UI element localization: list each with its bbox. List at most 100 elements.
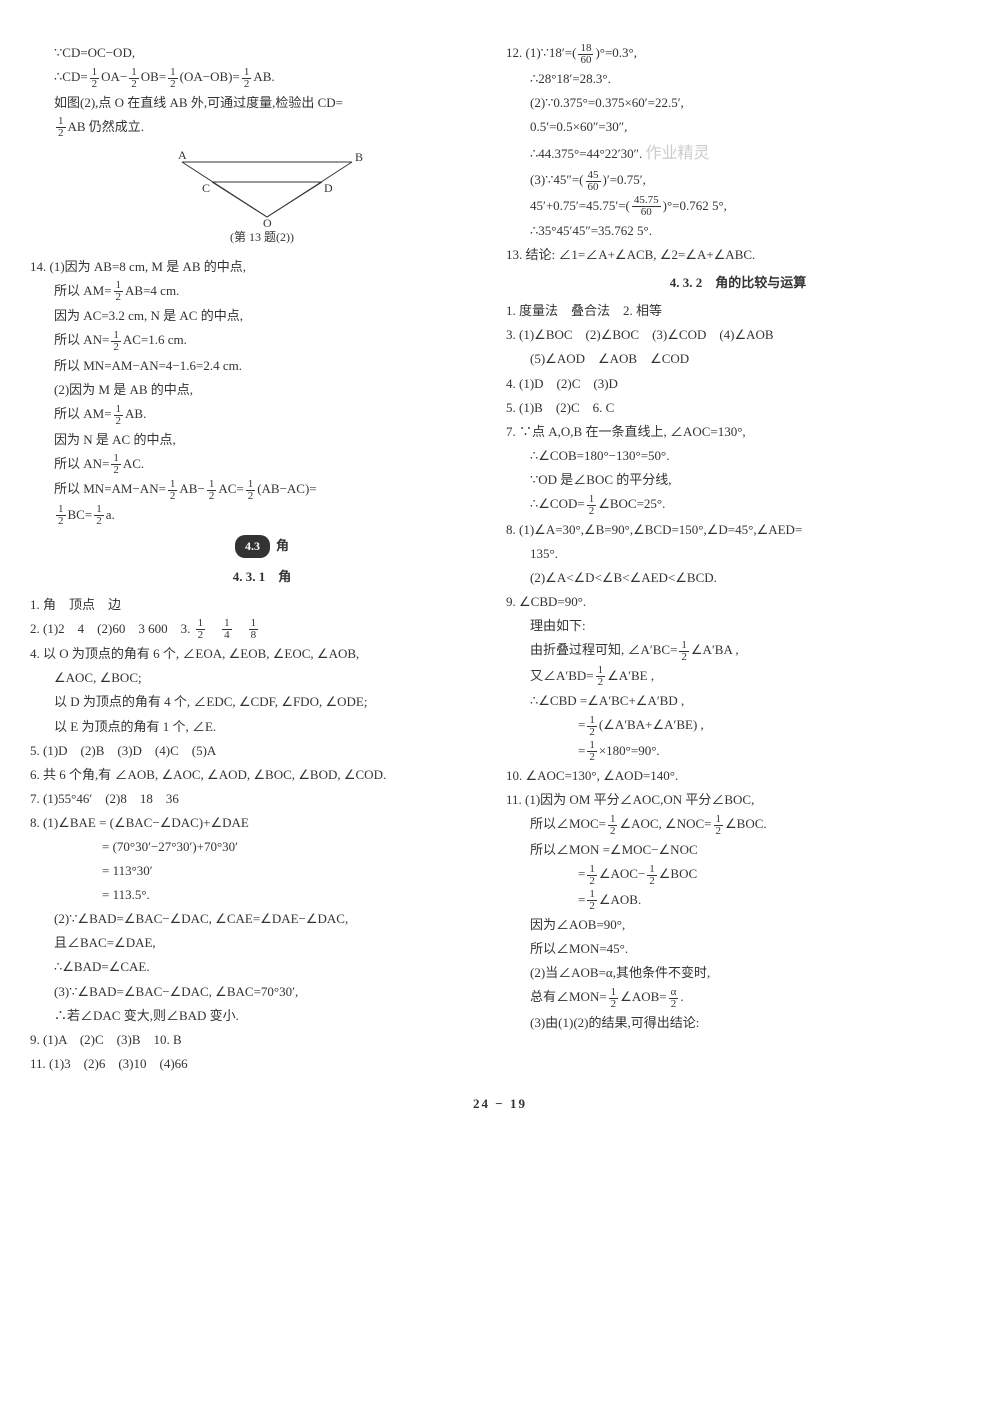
text: 11. (1)3 (2)6 (3)10 (4)66 [30, 1053, 494, 1075]
text: 如图(2),点 O 在直线 AB 外,可通过度量,检验出 CD= [30, 92, 494, 114]
text: (2)∠A<∠D<∠B<∠AED<∠BCD. [506, 567, 970, 589]
text: 0.5′=0.5×60″=30″, [506, 116, 970, 138]
section-title: 角 [276, 538, 289, 553]
t: ∠AOC− [599, 866, 645, 881]
t: ∴44.375°=44°22′30″. [530, 146, 642, 161]
fraction: 12 [111, 330, 121, 353]
t: = [578, 743, 585, 758]
text: (3)∵∠BAD=∠BAC−∠DAC, ∠BAC=70°30′, [30, 981, 494, 1003]
t: (AB−AC)= [257, 481, 316, 496]
diagram-triangles: A B C D O (第 13 题(2)) [30, 147, 494, 247]
fraction: 18 [249, 618, 259, 641]
text: 135°. [506, 543, 970, 565]
label-A: A [178, 148, 187, 162]
text: ∴若∠DAC 变大,则∠BAD 变小. [30, 1005, 494, 1027]
text: = (70°30′−27°30′)+70°30′ [30, 836, 494, 858]
text: =12×180°=90°. [506, 740, 970, 764]
t: 所以∠MOC= [530, 816, 606, 831]
page-footer: 24 − 19 [30, 1093, 970, 1115]
text: (2)当∠AOB=α,其他条件不变时, [506, 962, 970, 984]
text: = 113°30′ [30, 860, 494, 882]
fraction: 12 [242, 67, 252, 90]
fraction: 12 [587, 864, 597, 887]
text: 13. 结论: ∠1=∠A+∠ACB, ∠2=∠A+∠ABC. [506, 244, 970, 266]
fraction: 12 [587, 715, 597, 738]
t: OB= [141, 69, 166, 84]
t: (3)∵45″=( [530, 172, 584, 187]
text: 4. (1)D (2)C (3)D [506, 373, 970, 395]
section-4-3: 4.3 角 [30, 535, 494, 557]
t: ∠AOB= [620, 989, 666, 1004]
fraction: 12 [714, 814, 724, 837]
text: 因为 N 是 AC 的中点, [30, 429, 494, 451]
text: 5. (1)B (2)C 6. C [506, 397, 970, 419]
text: 12AB 仍然成立. [30, 116, 494, 140]
text: (2)∵0.375°=0.375×60′=22.5′, [506, 92, 970, 114]
t: OA− [101, 69, 127, 84]
text: 45′+0.75′=45.75′=(45.7560)°=0.762 5°, [506, 195, 970, 219]
fraction: 12 [94, 504, 104, 527]
t: AB. [253, 69, 274, 84]
t: 45′+0.75′=45.75′=( [530, 198, 630, 213]
text: 4. 以 O 为顶点的角有 6 个, ∠EOA, ∠EOB, ∠EOC, ∠AO… [30, 643, 494, 665]
text: 由折叠过程可知, ∠A′BC=12∠A′BA , [506, 639, 970, 663]
text: = 113.5°. [30, 884, 494, 906]
text: =12∠AOC−12∠BOC [506, 863, 970, 887]
fraction: 12 [129, 67, 139, 90]
text: 以 D 为顶点的角有 4 个, ∠EDC, ∠CDF, ∠FDO, ∠ODE; [30, 691, 494, 713]
text: 6. 共 6 个角,有 ∠AOB, ∠AOC, ∠AOD, ∠BOC, ∠BOD… [30, 764, 494, 786]
fraction: 12 [596, 665, 606, 688]
t: 又∠A′BD= [530, 668, 594, 683]
section-badge: 4.3 [235, 535, 270, 557]
section-4-3-1: 4. 3. 1 角 [30, 566, 494, 588]
fraction: 12 [608, 814, 618, 837]
text: ∴∠COB=180°−130°=50°. [506, 445, 970, 467]
fraction: 45.7560 [632, 195, 661, 218]
text: ∴28°18′=28.3°. [506, 68, 970, 90]
fraction: 4560 [586, 170, 601, 193]
section-4-3-2: 4. 3. 2 角的比较与运算 [506, 272, 970, 294]
fraction: 12 [647, 864, 657, 887]
t: (∠A′BA+∠A′BE) , [599, 717, 704, 732]
text: 因为 AC=3.2 cm, N 是 AC 的中点, [30, 305, 494, 327]
text: 理由如下: [506, 615, 970, 637]
t: . [680, 989, 683, 1004]
t: (OA−OB)= [180, 69, 240, 84]
text: 总有∠MON=12∠AOB=α2. [506, 986, 970, 1010]
text: 所以∠MON =∠MOC−∠NOC [506, 839, 970, 861]
text: 3. (1)∠BOC (2)∠BOC (3)∠COD (4)∠AOB [506, 324, 970, 346]
text: (2)∵∠BAD=∠BAC−∠DAC, ∠CAE=∠DAE−∠DAC, [30, 908, 494, 930]
text: 所以 AM=12AB. [30, 403, 494, 427]
text: 所以∠MOC=12∠AOC, ∠NOC=12∠BOC. [506, 813, 970, 837]
fraction: 12 [196, 618, 206, 641]
right-column: 12. (1)∵18′=(1860)°=0.3°, ∴28°18′=28.3°.… [506, 40, 970, 1077]
fraction: 12 [114, 280, 124, 303]
fraction: 1860 [578, 43, 593, 66]
text: (2)因为 M 是 AB 的中点, [30, 379, 494, 401]
t: BC= [68, 507, 93, 522]
t: 12. (1)∵18′=( [506, 45, 576, 60]
t: )°=0.3°, [595, 45, 637, 60]
text: ∴∠BAD=∠CAE. [30, 956, 494, 978]
fraction: 12 [168, 479, 178, 502]
label-D: D [324, 181, 333, 195]
t: AC= [218, 481, 243, 496]
diagram-caption: (第 13 题(2)) [30, 227, 494, 247]
watermark-icon: 作业精灵 [646, 145, 710, 162]
fraction: 12 [207, 479, 217, 502]
text: ∴44.375°=44°22′30″. 作业精灵 [506, 140, 970, 167]
text: 8. (1)∠BAE = (∠BAC−∠DAC)+∠DAE [30, 812, 494, 834]
t: ∠AOB. [599, 892, 641, 907]
text: 所以 MN=AM−AN=4−1.6=2.4 cm. [30, 355, 494, 377]
fraction: 12 [90, 67, 100, 90]
text: 以 E 为顶点的角有 1 个, ∠E. [30, 716, 494, 738]
t: 所以 AM= [54, 283, 112, 298]
text: 8. (1)∠A=30°,∠B=90°,∠BCD=150°,∠D=45°,∠AE… [506, 519, 970, 541]
t: 所以 AN= [54, 456, 109, 471]
text: 所以 AN=12AC=1.6 cm. [30, 329, 494, 353]
text: ∴35°45′45″=35.762 5°. [506, 220, 970, 242]
text: 9. (1)A (2)C (3)B 10. B [30, 1029, 494, 1051]
text: 2. (1)2 4 (2)60 3 600 3. 12 14 18 [30, 618, 494, 642]
text: 1. 度量法 叠合法 2. 相等 [506, 300, 970, 322]
t: a. [106, 507, 115, 522]
